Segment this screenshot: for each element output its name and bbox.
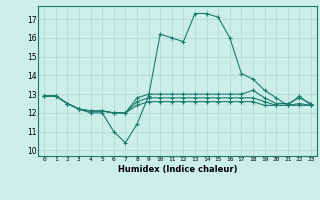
X-axis label: Humidex (Indice chaleur): Humidex (Indice chaleur) [118,165,237,174]
